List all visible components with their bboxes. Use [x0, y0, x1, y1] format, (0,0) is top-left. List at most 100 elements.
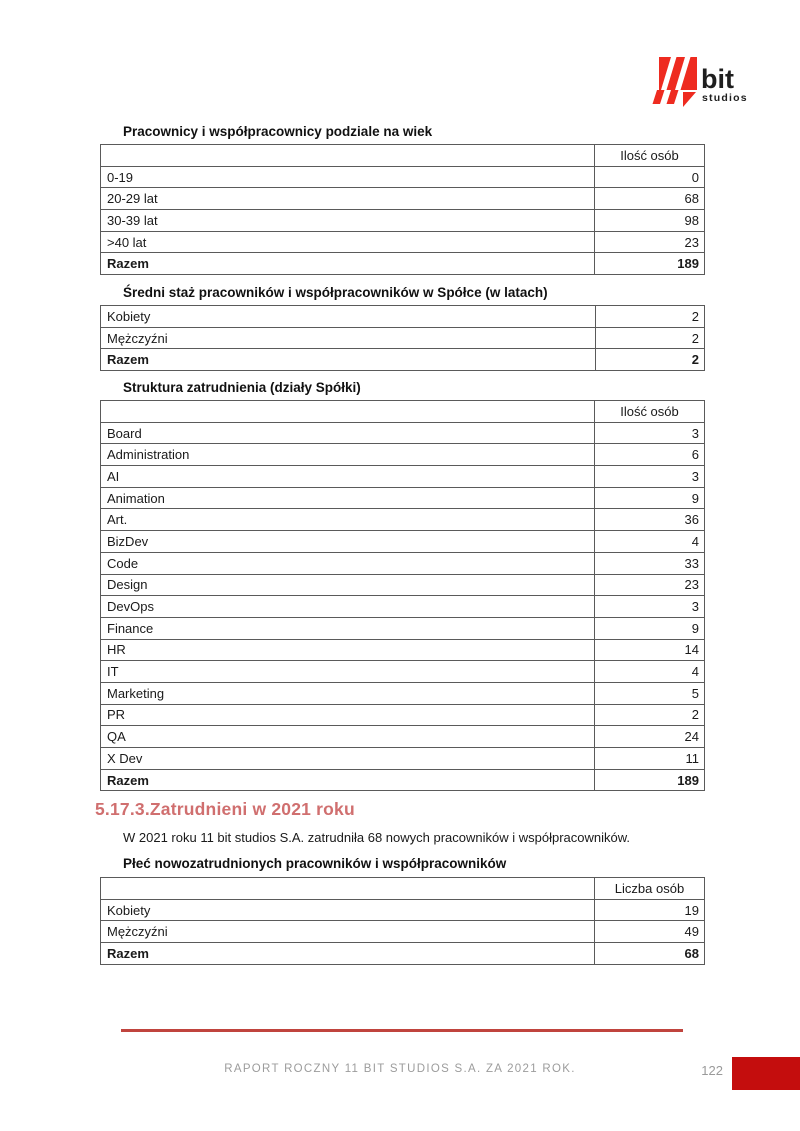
- row-label: QA: [100, 725, 595, 748]
- row-label: Razem: [100, 942, 595, 965]
- table-header-row: Ilość osób: [100, 400, 705, 423]
- table-row: Art. 36: [100, 508, 705, 532]
- row-label: Kobiety: [100, 898, 595, 922]
- table-title-average-tenure: Średni staż pracowników i współpracownik…: [123, 285, 548, 300]
- row-label: 20-29 lat: [100, 187, 595, 211]
- row-value: 98: [594, 209, 705, 232]
- header-empty-cell: [100, 877, 595, 900]
- row-label: DevOps: [100, 595, 595, 618]
- row-value: 3: [594, 465, 705, 488]
- row-label: Finance: [100, 616, 595, 640]
- table-row: DevOps 3: [100, 595, 705, 618]
- section-heading: 5.17.3.Zatrudnieni w 2021 roku: [95, 799, 355, 819]
- intro-paragraph: W 2021 roku 11 bit studios S.A. zatrudni…: [123, 830, 631, 845]
- row-label: BizDev: [100, 530, 595, 553]
- header-empty-cell: [100, 144, 595, 167]
- footer-divider-line: [121, 1029, 683, 1032]
- row-value: 33: [594, 551, 705, 575]
- row-label: Razem: [100, 348, 596, 372]
- row-value: 49: [594, 920, 705, 944]
- table-row: Kobiety 2: [100, 305, 705, 328]
- row-label: 30-39 lat: [100, 209, 595, 232]
- row-value: 3: [594, 595, 705, 618]
- row-label: Mężczyźni: [100, 326, 596, 350]
- table-row: Razem 189: [100, 768, 705, 792]
- table-title-new-hires-gender: Płeć nowozatrudnionych pracowników i wsp…: [123, 856, 507, 871]
- row-value: 14: [594, 638, 705, 662]
- row-label: Code: [100, 551, 595, 575]
- page-number-red-box: [732, 1057, 800, 1090]
- row-label: Razem: [100, 252, 595, 276]
- row-value: 36: [594, 508, 705, 532]
- table-age-breakdown: Ilość osób 0-19 0 20-29 lat 68 30-39 lat 98 >40…: [100, 144, 705, 276]
- table-row: 20-29 lat 68: [100, 187, 705, 211]
- header-empty-cell: [100, 400, 595, 423]
- row-value: 2: [595, 326, 705, 350]
- row-value: 68: [594, 187, 705, 211]
- table-row: 30-39 lat 98: [100, 209, 705, 232]
- row-value: 6: [594, 443, 705, 467]
- row-value: 24: [594, 725, 705, 748]
- table-row: PR 2: [100, 703, 705, 727]
- table-row: IT 4: [100, 660, 705, 683]
- row-label: HR: [100, 638, 595, 662]
- table-title-age-breakdown: Pracownicy i współpracownicy podziale na…: [123, 124, 433, 139]
- table-row: AI 3: [100, 465, 705, 488]
- table-row: >40 lat 23: [100, 230, 705, 254]
- row-value: 23: [594, 230, 705, 254]
- row-label: Art.: [100, 508, 595, 532]
- table-row: Board 3: [100, 421, 705, 445]
- table-title-employment-structure: Struktura zatrudnienia (działy Spółki): [123, 380, 361, 395]
- row-label: Design: [100, 573, 595, 597]
- row-value: 4: [594, 530, 705, 553]
- row-label: Kobiety: [100, 305, 596, 328]
- table-row: Code 33: [100, 551, 705, 575]
- logo-word-studios: studios: [702, 92, 748, 104]
- row-label: >40 lat: [100, 230, 595, 254]
- row-value: 19: [594, 898, 705, 922]
- row-value: 189: [594, 768, 705, 792]
- row-value: 9: [594, 486, 705, 510]
- footer-report-title: RAPORT ROCZNY 11 BIT STUDIOS S.A. ZA 202…: [224, 1063, 576, 1075]
- table-employment-structure: Ilość osób Board 3 Administration 6 AI 3 Animat…: [100, 400, 705, 792]
- table-row: 0-19 0: [100, 165, 705, 189]
- row-label: IT: [100, 660, 595, 683]
- row-value: 9: [594, 616, 705, 640]
- eleven-bit-studios-logo-icon: bit studios: [652, 57, 748, 107]
- row-label: Mężczyźni: [100, 920, 595, 944]
- table-row: Kobiety 19: [100, 898, 705, 922]
- table-row: Razem 189: [100, 252, 705, 276]
- row-value: 23: [594, 573, 705, 597]
- table-row: BizDev 4: [100, 530, 705, 553]
- table-row: Mężczyźni 49: [100, 920, 705, 944]
- table-new-hires-gender: Liczba osób Kobiety 19 Mężczyźni 49 Razem 68: [100, 877, 705, 965]
- row-label: X Dev: [100, 747, 595, 770]
- table-row: Razem 68: [100, 942, 705, 965]
- table-row: Marketing 5: [100, 681, 705, 705]
- header-label-cell: Liczba osób: [594, 877, 705, 900]
- row-label: Razem: [100, 768, 595, 792]
- table-header-row: Liczba osób: [100, 877, 705, 900]
- row-label: PR: [100, 703, 595, 727]
- table-row: Animation 9: [100, 486, 705, 510]
- row-value: 11: [594, 747, 705, 770]
- row-label: Marketing: [100, 681, 595, 705]
- row-label: Animation: [100, 486, 595, 510]
- header-label-cell: Ilość osób: [594, 400, 705, 423]
- row-value: 4: [594, 660, 705, 683]
- table-header-row: Ilość osób: [100, 144, 705, 167]
- table-row: QA 24: [100, 725, 705, 748]
- logo-word-bit: bit: [701, 64, 734, 94]
- table-row: Administration 6: [100, 443, 705, 467]
- row-value: 3: [594, 421, 705, 445]
- table-row: Razem 2: [100, 348, 705, 372]
- company-logo: bit studios: [650, 56, 757, 110]
- row-value: 2: [595, 305, 705, 328]
- row-value: 2: [595, 348, 705, 372]
- page-number: 122: [701, 1063, 723, 1078]
- row-label: Board: [100, 421, 595, 445]
- row-label: Administration: [100, 443, 595, 467]
- row-value: 2: [594, 703, 705, 727]
- row-label: AI: [100, 465, 595, 488]
